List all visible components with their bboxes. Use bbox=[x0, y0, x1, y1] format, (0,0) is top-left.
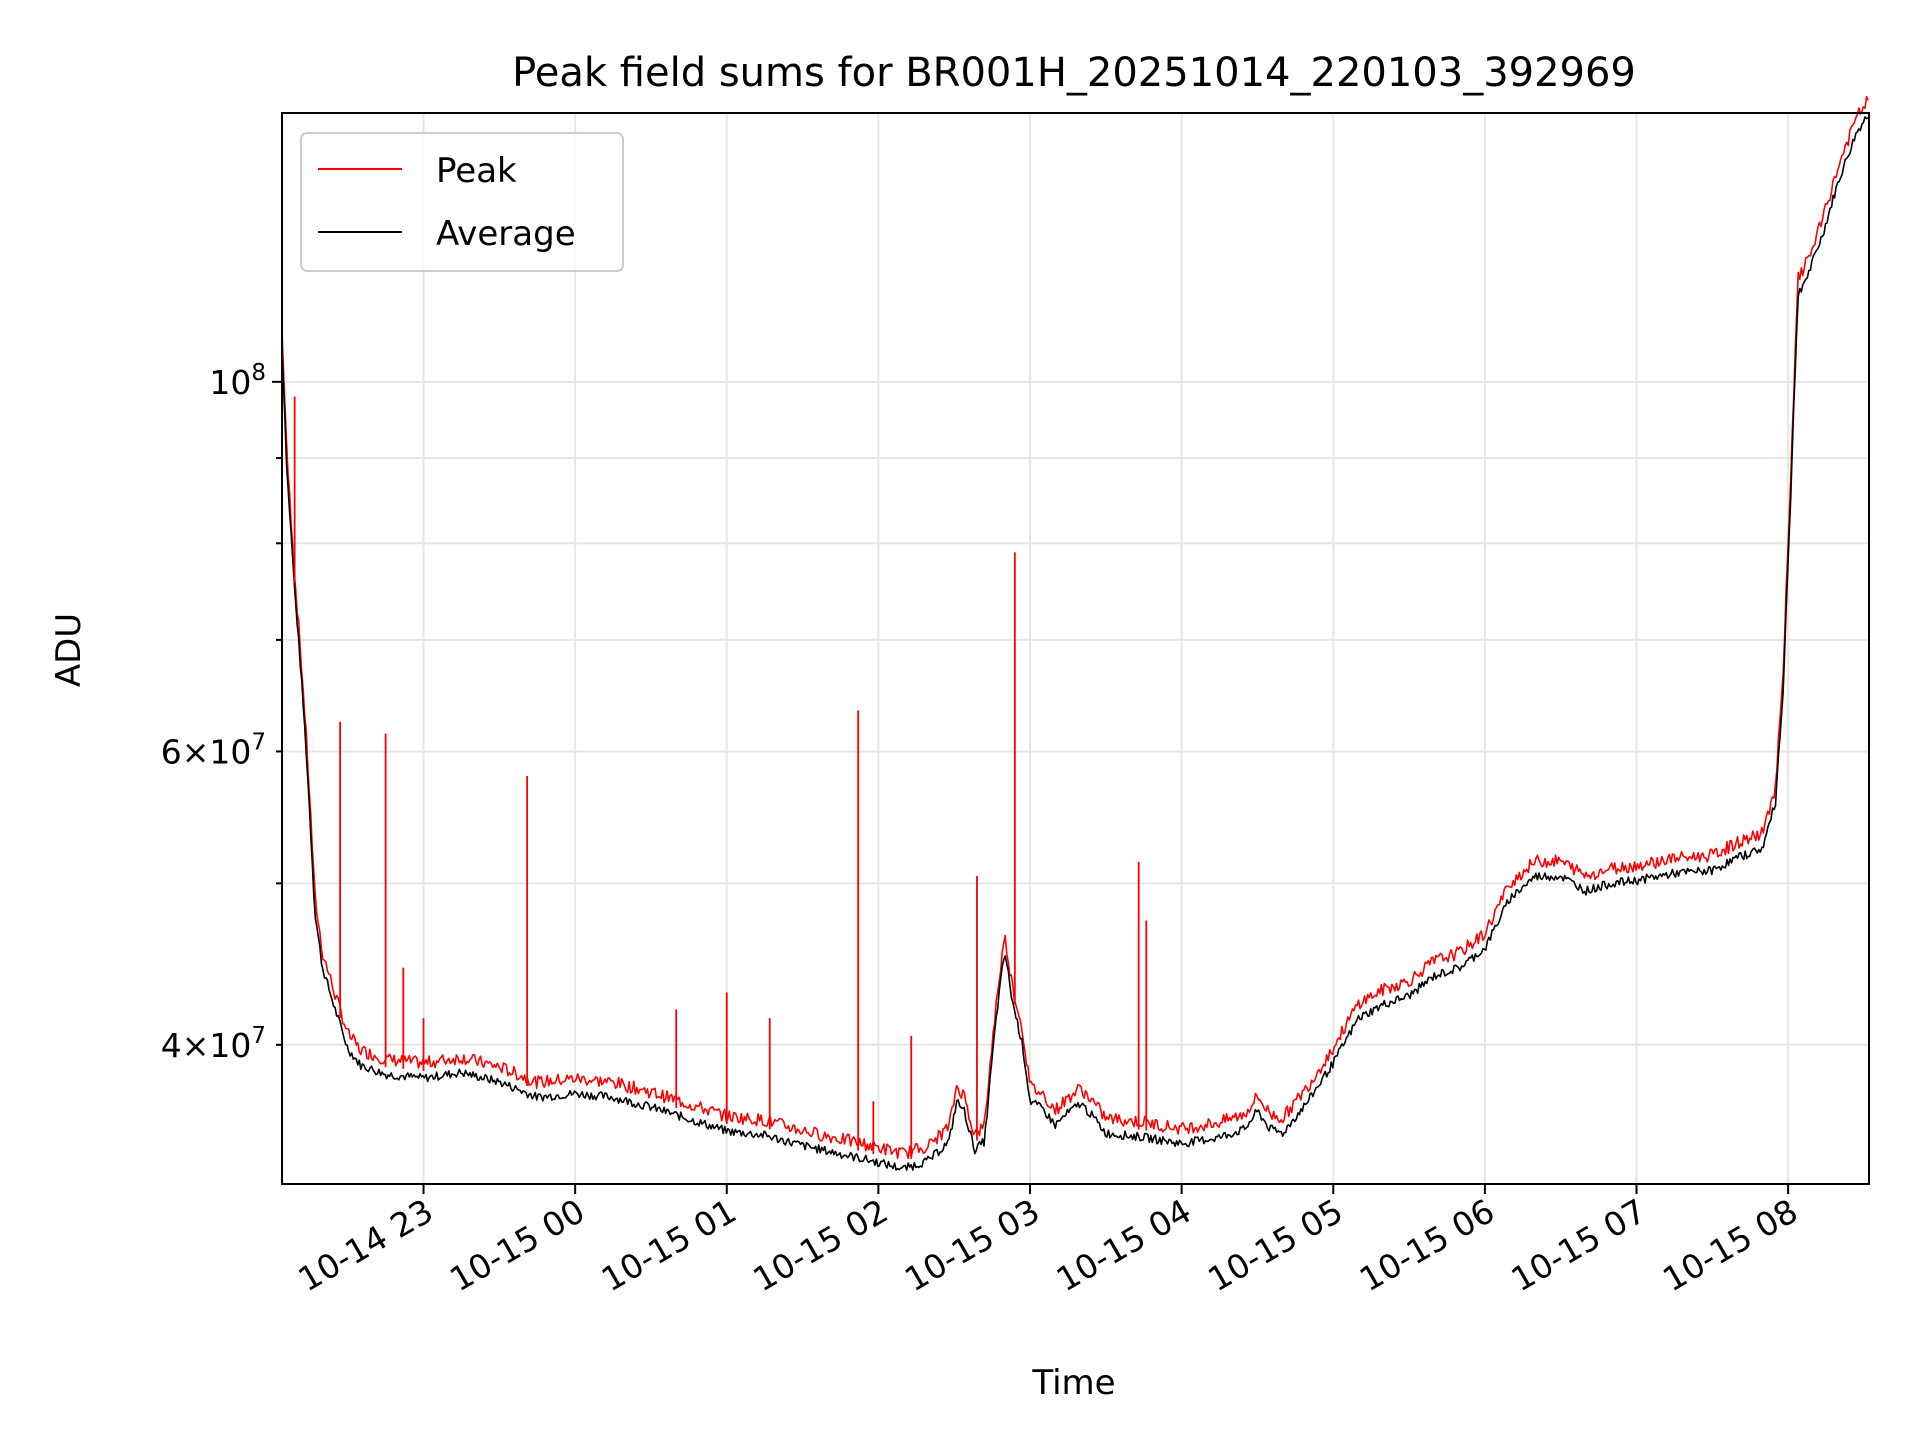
y-tick-base: 10 bbox=[209, 1026, 251, 1065]
legend-box bbox=[300, 132, 624, 272]
y-tick-base: 10 bbox=[209, 732, 251, 771]
series-line-peak bbox=[281, 95, 1869, 1160]
y-tick-label: 6×107 bbox=[161, 729, 266, 771]
grid bbox=[282, 113, 1869, 1184]
y-tick-mantissa: 4 bbox=[161, 1026, 182, 1065]
y-tick-times: × bbox=[182, 732, 210, 771]
y-tick-exponent: 7 bbox=[251, 729, 266, 755]
y-tick-mantissa: 6 bbox=[161, 732, 182, 771]
plot-frame bbox=[281, 112, 1870, 1185]
legend: Peak Average bbox=[300, 132, 624, 272]
legend-label-average: Average bbox=[436, 214, 576, 254]
y-tick-mantissa: 10 bbox=[209, 363, 251, 402]
y-tick-exponent: 8 bbox=[251, 360, 266, 386]
y-tick-label: 4×107 bbox=[161, 1023, 266, 1065]
y-tick-label: 108 bbox=[209, 360, 266, 402]
y-axis-label: ADU bbox=[49, 613, 89, 687]
x-axis-label: Time bbox=[1031, 1363, 1115, 1403]
legend-label-peak: Peak bbox=[436, 151, 517, 191]
chart-title: Peak field sums for BR001H_20251014_2201… bbox=[512, 50, 1636, 96]
y-tick-times: × bbox=[182, 1026, 210, 1065]
series-line-average bbox=[281, 116, 1869, 1171]
y-tick-exponent: 7 bbox=[251, 1023, 266, 1049]
